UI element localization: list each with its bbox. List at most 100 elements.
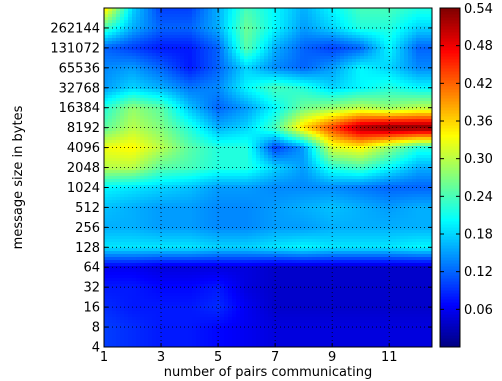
- heatmap-cell: [280, 65, 285, 69]
- heatmap-cell: [164, 149, 169, 153]
- heatmap-cell: [104, 134, 109, 138]
- heatmap-cell: [248, 56, 253, 60]
- heatmap-cell: [116, 125, 121, 129]
- heatmap-cell: [376, 65, 381, 69]
- heatmap-cell: [324, 116, 329, 120]
- heatmap-cell: [284, 146, 289, 150]
- heatmap-cell: [124, 14, 129, 18]
- heatmap-cell: [296, 77, 301, 81]
- heatmap-cell: [196, 173, 201, 177]
- heatmap-cell: [184, 170, 189, 174]
- heatmap-cell: [136, 128, 141, 132]
- heatmap-cell: [360, 155, 365, 159]
- heatmap-cell: [220, 8, 225, 12]
- heatmap-cell: [132, 146, 137, 150]
- heatmap-cell: [256, 20, 261, 24]
- heatmap-cell: [328, 26, 333, 30]
- heatmap-cell: [252, 59, 257, 63]
- heatmap-cell: [272, 29, 277, 33]
- heatmap-cell: [228, 185, 233, 189]
- heatmap-cell: [232, 122, 237, 126]
- heatmap-cell: [312, 164, 317, 168]
- heatmap-cell: [396, 41, 401, 45]
- heatmap-cell: [264, 179, 269, 183]
- heatmap-cell: [416, 35, 421, 39]
- heatmap-cell: [124, 179, 129, 183]
- heatmap-cell: [268, 95, 273, 99]
- heatmap-cell: [380, 119, 385, 123]
- heatmap-cell: [208, 77, 213, 81]
- heatmap-cell: [188, 125, 193, 129]
- heatmap-cell: [260, 131, 265, 135]
- heatmap-cell: [384, 32, 389, 36]
- heatmap-cell: [300, 134, 305, 138]
- heatmap-cell: [268, 113, 273, 117]
- heatmap-cell: [412, 122, 417, 126]
- heatmap-cell: [404, 143, 409, 147]
- heatmap-cell: [120, 176, 125, 180]
- heatmap-cell: [272, 122, 277, 126]
- heatmap-cell: [248, 134, 253, 138]
- heatmap-cell: [332, 17, 337, 21]
- heatmap-cell: [184, 110, 189, 114]
- heatmap-cell: [288, 152, 293, 156]
- heatmap-cell: [112, 170, 117, 174]
- heatmap-cell: [384, 86, 389, 90]
- heatmap-cell: [220, 92, 225, 96]
- heatmap-cell: [356, 80, 361, 84]
- heatmap-cell: [388, 23, 393, 27]
- heatmap-cell: [112, 101, 117, 105]
- heatmap-cell: [388, 131, 393, 135]
- heatmap-cell: [388, 182, 393, 186]
- heatmap-cell: [312, 68, 317, 72]
- heatmap-cell: [184, 167, 189, 171]
- heatmap-cell: [236, 137, 241, 141]
- heatmap-cell: [264, 41, 269, 45]
- heatmap-cell: [356, 116, 361, 120]
- heatmap-cell: [300, 26, 305, 30]
- heatmap-cell: [264, 92, 269, 96]
- heatmap-cell: [316, 122, 321, 126]
- heatmap-cell: [260, 167, 265, 171]
- heatmap-cell: [140, 161, 145, 165]
- heatmap-cell: [172, 20, 177, 24]
- heatmap-cell: [260, 98, 265, 102]
- heatmap-cell: [184, 107, 189, 111]
- heatmap-cell: [244, 131, 249, 135]
- heatmap-cell: [352, 140, 357, 144]
- heatmap-cell: [352, 146, 357, 150]
- heatmap-cell: [108, 182, 113, 186]
- heatmap-cell: [412, 29, 417, 33]
- heatmap-cell: [220, 164, 225, 168]
- heatmap-cell: [104, 89, 109, 93]
- heatmap-cell: [232, 62, 237, 66]
- heatmap-cell: [132, 176, 137, 180]
- heatmap-cell: [360, 32, 365, 36]
- heatmap-cell: [124, 62, 129, 66]
- heatmap-cell: [104, 29, 109, 33]
- heatmap-cell: [372, 41, 377, 45]
- heatmap-cell: [168, 26, 173, 30]
- heatmap-cell: [156, 164, 161, 168]
- heatmap-cell: [424, 17, 429, 21]
- heatmap-cell: [288, 134, 293, 138]
- heatmap-cell: [132, 107, 137, 111]
- heatmap-cell: [148, 74, 153, 78]
- heatmap-cell: [148, 83, 153, 87]
- heatmap-cell: [232, 173, 237, 177]
- heatmap-cell: [320, 47, 325, 51]
- heatmap-cell: [112, 179, 117, 183]
- heatmap-cell: [400, 56, 405, 60]
- heatmap-cell: [416, 98, 421, 102]
- heatmap-cell: [152, 56, 157, 60]
- heatmap-cell: [200, 32, 205, 36]
- heatmap-cell: [240, 170, 245, 174]
- heatmap-cell: [312, 77, 317, 81]
- heatmap-cell: [256, 17, 261, 21]
- heatmap-cell: [240, 86, 245, 90]
- heatmap-cell: [360, 56, 365, 60]
- heatmap-cell: [360, 20, 365, 24]
- heatmap-cell: [328, 149, 333, 153]
- heatmap-cell: [376, 170, 381, 174]
- heatmap-cell: [224, 155, 229, 159]
